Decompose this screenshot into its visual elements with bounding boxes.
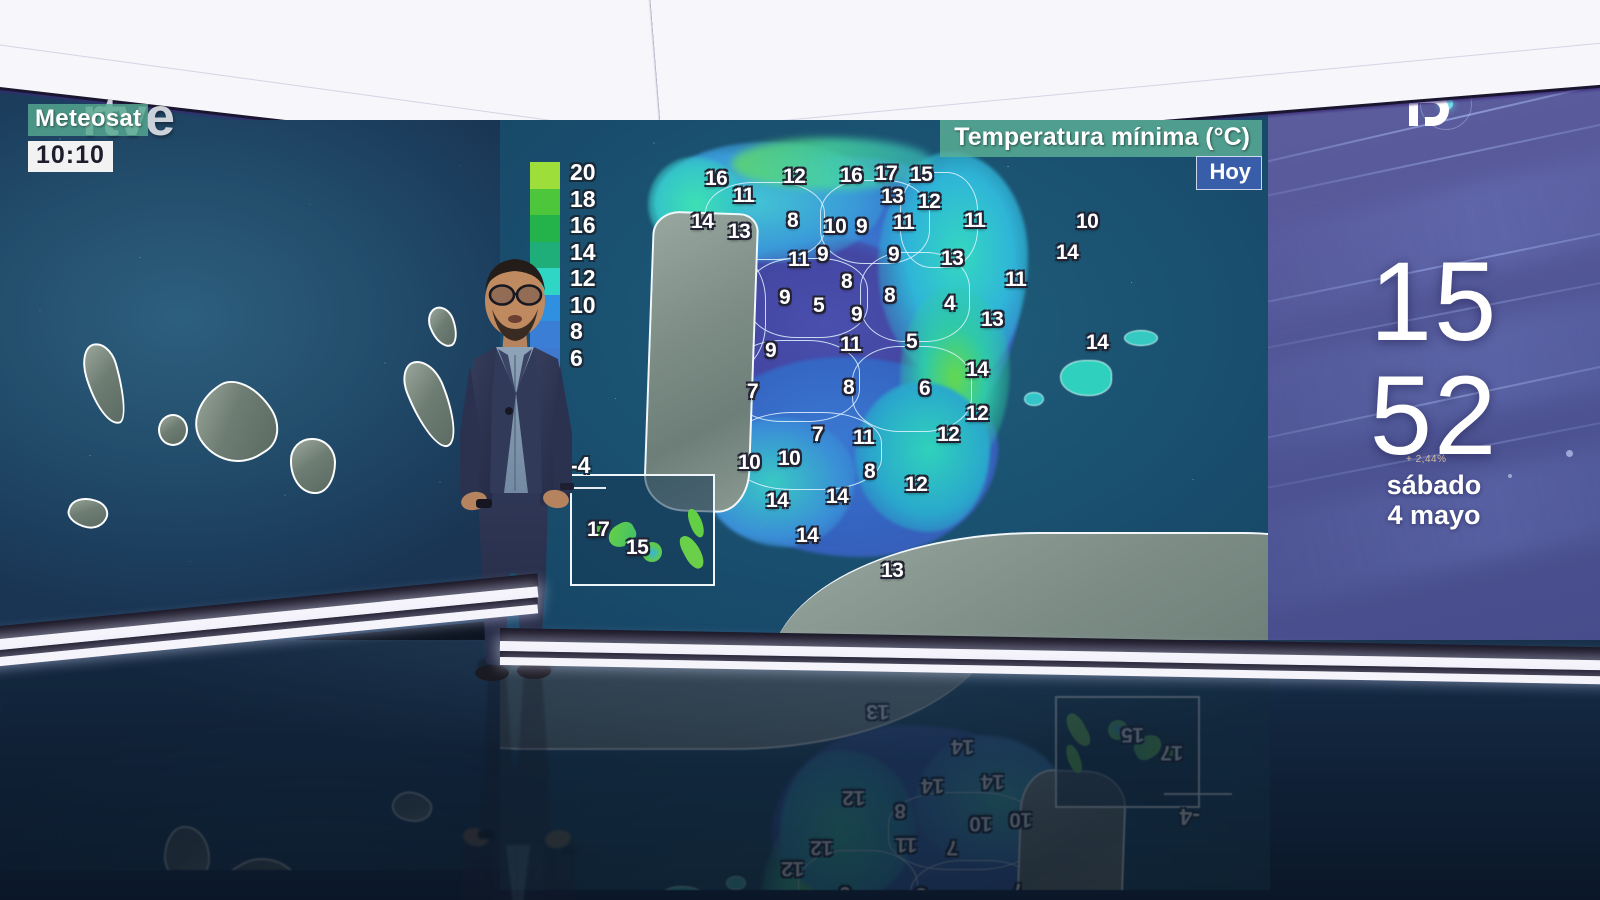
presenter-clicker: [478, 830, 494, 839]
presenter-arm-right: [552, 365, 572, 495]
presenter-trousers: [480, 671, 550, 845]
presenter-lapel-mic-icon: [505, 407, 513, 415]
legend-tick-label: 6: [570, 344, 583, 371]
floor-reflection-left-wall: [0, 640, 500, 870]
decorative-dot-tiny: [1508, 474, 1512, 478]
province-outline: [852, 346, 972, 432]
weather-presenter: [460, 259, 574, 681]
legend-swatch: [530, 188, 560, 216]
satellite-island-el-hierro: [64, 492, 112, 534]
canary-islands-inset: [570, 474, 715, 586]
island-mallorca: [1060, 360, 1112, 396]
presenter-hand-right: [545, 829, 571, 849]
presenter-wristwatch: [560, 483, 574, 490]
right-wall-clock-panel: 15 52 + 2,44% sábado 4 mayo: [1268, 70, 1600, 640]
channel-24h-logo-icon: [1409, 94, 1449, 126]
clock-minutes: 52: [1369, 353, 1499, 478]
iberia-map-graphic: [500, 62, 1270, 642]
satellite-island-tenerife: [180, 367, 290, 479]
presenter-arm-left: [462, 843, 482, 900]
presenter-hand-right: [543, 489, 569, 509]
meteosat-source-bug: Meteosat 10:10: [28, 104, 149, 172]
satellite-island-la-gomera: [158, 414, 188, 446]
satellite-island-gran-canaria: [164, 826, 210, 870]
province-outline: [732, 412, 882, 490]
legend-tick-label: 12: [570, 265, 596, 291]
satellite-island-el-hierro: [388, 786, 436, 828]
decorative-dot-small: [1566, 450, 1573, 457]
legend-swatch: [530, 162, 560, 189]
inset-island-la-palma: [590, 524, 604, 536]
date-weekday: sábado: [1386, 470, 1482, 500]
legend-tick-label: 14: [570, 238, 596, 265]
presenter-hair: [485, 259, 545, 291]
island-ibiza: [1024, 392, 1044, 406]
weather-presenter: [462, 657, 576, 900]
presenter-arm-left: [460, 365, 480, 495]
stock-ticker-text: + 2,44%: [1406, 454, 1447, 465]
left-wall-satellite-display: [0, 640, 500, 870]
date-day-month: 4 mayo: [1387, 500, 1481, 530]
legend-tick-label: 8: [570, 318, 583, 344]
legend-tick-label: 18: [570, 185, 596, 212]
left-wall-satellite-display: [0, 30, 500, 668]
presenter-shoe-left: [475, 665, 509, 681]
inset-island-fuerteventura: [676, 532, 708, 572]
clock-hours: 15: [1369, 239, 1499, 364]
presenter-shoe-right: [517, 663, 551, 679]
meteosat-label: Meteosat: [28, 104, 149, 136]
map-day-label: Hoy: [1209, 159, 1251, 184]
legend-tick-label: 16: [570, 212, 596, 238]
inset-island-tenerife: [604, 518, 640, 552]
legend-tick-label: 20: [570, 159, 596, 185]
map-title-band: Temperatura mínima (°C): [940, 120, 1262, 157]
presenter-trousers: [478, 493, 548, 667]
satellite-island-gran-canaria: [290, 438, 336, 494]
meteosat-timestamp: 10:10: [28, 141, 113, 172]
presenter-clicker: [476, 499, 492, 508]
presenter-beard: [492, 309, 538, 341]
floor-reflection-presenter: [432, 640, 602, 900]
presenter-glasses-icon: [488, 284, 543, 306]
satellite-island-la-palma: [77, 338, 133, 430]
legend-tick-label-min: -4: [570, 452, 591, 478]
map-title: Temperatura mínima (°C): [954, 123, 1250, 151]
studio-floor: Temperatura mínima (°C) Hoy 201816141210…: [0, 640, 1600, 900]
legend-swatch: [530, 241, 560, 269]
legend-tick-label: 10: [570, 291, 596, 318]
presenter-wristwatch: [562, 848, 576, 855]
satellite-island-fuerteventura: [34, 866, 104, 870]
province-outline: [748, 258, 868, 338]
presenter-arm-right: [554, 843, 574, 900]
presenter-face: [485, 265, 545, 337]
legend-swatch: [530, 215, 560, 242]
presenter-mouth: [508, 315, 522, 323]
inset-island-lanzarote: [685, 506, 707, 540]
province-outline: [900, 172, 978, 268]
map-day-badge: Hoy: [1196, 156, 1262, 190]
inset-island-gran-canaria: [642, 542, 662, 562]
island-menorca: [1124, 330, 1158, 346]
portugal-landmass: [642, 210, 760, 514]
satellite-island-tenerife: [210, 841, 320, 870]
